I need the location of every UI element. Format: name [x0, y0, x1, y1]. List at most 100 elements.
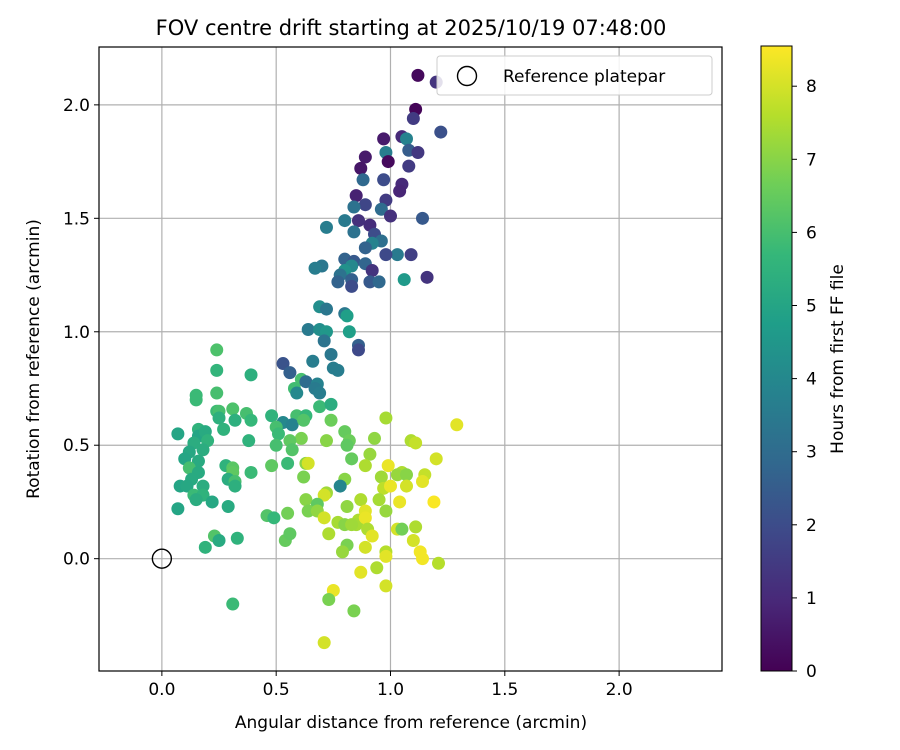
- data-point: [271, 427, 285, 441]
- plot-frame: [98, 46, 723, 672]
- data-point: [347, 225, 361, 239]
- data-point: [342, 325, 356, 339]
- colorbar-ticks: 0 1 2 3 4 5 6 7 8: [792, 77, 817, 682]
- data-point: [285, 443, 299, 457]
- data-point: [333, 479, 347, 493]
- data-point: [324, 413, 338, 427]
- data-point: [242, 434, 256, 448]
- data-point: [374, 470, 388, 484]
- data-point: [205, 495, 219, 509]
- data-point: [379, 411, 393, 425]
- legend-label: Reference platepar: [503, 67, 665, 87]
- data-point: [189, 493, 203, 507]
- data-point: [212, 534, 226, 548]
- legend-open-circle-icon: [456, 65, 478, 87]
- data-point: [420, 270, 434, 284]
- data-point: [354, 493, 368, 507]
- data-point: [276, 357, 290, 371]
- data-point: [301, 504, 315, 518]
- x-axis-label: Angular distance from reference (arcmin): [235, 713, 587, 733]
- data-point: [347, 604, 361, 618]
- data-point: [228, 413, 242, 427]
- data-point: [347, 200, 361, 214]
- data-point: [297, 413, 311, 427]
- x-axis-ticks: 0.0 0.5 1.0 1.5 2.0: [148, 671, 633, 700]
- data-point: [299, 493, 313, 507]
- data-point: [383, 479, 397, 493]
- data-point: [393, 184, 407, 198]
- data-point: [281, 456, 295, 470]
- x-tick-label: 1.0: [377, 680, 404, 700]
- colorbar-tick-label: 1: [806, 589, 817, 609]
- data-point: [283, 366, 297, 380]
- data-point: [340, 309, 354, 323]
- data-point: [377, 173, 391, 187]
- y-tick-label: 1.5: [63, 209, 90, 229]
- data-point: [358, 540, 372, 554]
- chart-title: FOV centre drift starting at 2025/10/19 …: [156, 16, 667, 40]
- data-point: [230, 531, 244, 545]
- data-point: [345, 452, 359, 466]
- data-point: [351, 214, 365, 228]
- y-axis-ticks: 0.0 0.5 1.0 1.5 2.0: [63, 96, 99, 570]
- data-point: [402, 159, 416, 173]
- colorbar-tick-label: 8: [806, 77, 817, 97]
- y-tick-label: 0.5: [63, 436, 90, 456]
- colorbar-tick-label: 2: [806, 516, 817, 536]
- legend: Reference platepar: [436, 55, 713, 96]
- data-point: [367, 431, 381, 445]
- data-point: [354, 565, 368, 579]
- data-point: [319, 302, 333, 316]
- data-point: [322, 593, 336, 607]
- data-point: [322, 527, 336, 541]
- data-point: [226, 402, 240, 416]
- data-point: [416, 475, 430, 489]
- x-tick-label: 1.5: [491, 680, 518, 700]
- data-point: [358, 150, 372, 164]
- data-point: [317, 511, 331, 525]
- data-point: [351, 343, 365, 357]
- data-point: [390, 468, 404, 482]
- data-point: [317, 488, 331, 502]
- data-point: [301, 323, 315, 337]
- data-point: [399, 479, 413, 493]
- data-point: [338, 214, 352, 228]
- data-point: [210, 363, 224, 377]
- data-point: [395, 522, 409, 536]
- data-point: [265, 409, 279, 423]
- x-tick-label: 0.5: [263, 680, 290, 700]
- data-point: [189, 393, 203, 407]
- data-point: [379, 504, 393, 518]
- data-point: [372, 275, 386, 289]
- data-point: [198, 540, 212, 554]
- data-point: [317, 636, 331, 650]
- data-point: [354, 161, 368, 175]
- data-point: [285, 418, 299, 432]
- y-tick-label: 2.0: [63, 96, 90, 116]
- data-point: [450, 418, 464, 432]
- data-point: [370, 561, 384, 575]
- data-point: [381, 459, 395, 473]
- colorbar-tick-label: 3: [806, 443, 817, 463]
- data-point: [297, 470, 311, 484]
- data-point: [383, 209, 397, 223]
- data-point: [393, 495, 407, 509]
- data-point: [306, 354, 320, 368]
- data-point: [265, 459, 279, 473]
- data-point: [358, 459, 372, 473]
- data-point: [429, 452, 443, 466]
- colorbar-tick-label: 5: [806, 297, 817, 317]
- data-point: [180, 479, 194, 493]
- data-point: [432, 556, 446, 570]
- data-point: [217, 422, 231, 436]
- data-point: [171, 502, 185, 516]
- data-point: [434, 125, 448, 139]
- data-point: [397, 273, 411, 287]
- data-point: [281, 506, 295, 520]
- colorbar-tick-label: 7: [806, 150, 817, 170]
- data-point: [313, 386, 327, 400]
- data-point: [319, 434, 333, 448]
- data-point: [290, 386, 304, 400]
- data-point: [324, 347, 338, 361]
